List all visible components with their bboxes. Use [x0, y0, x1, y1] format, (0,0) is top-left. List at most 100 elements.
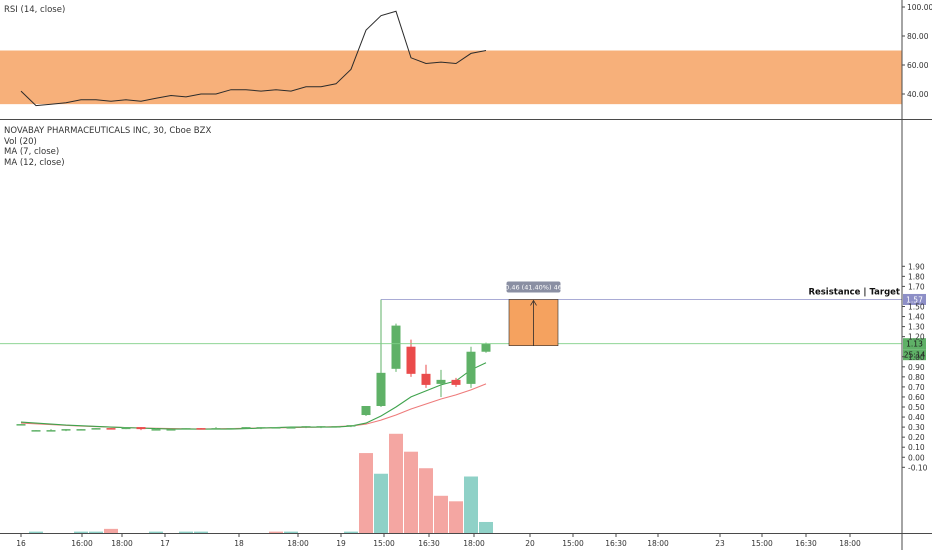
indicator-ma12: MA (12, close) — [4, 157, 65, 168]
volume-bar — [269, 531, 283, 533]
target-badge: 1.57 — [906, 295, 923, 304]
candle-body — [391, 325, 401, 369]
volume-bar — [104, 528, 118, 533]
volume-bar — [464, 476, 478, 533]
time-tick-label: 16:30 — [418, 539, 440, 548]
candle-body — [16, 424, 26, 426]
volume-bar — [374, 473, 388, 533]
volume-bar — [89, 531, 103, 533]
rsi-tick-label: 80.00 — [907, 32, 929, 41]
candle-body — [181, 428, 191, 430]
rsi-title: RSI (14, close) — [4, 5, 66, 15]
volume-bar — [404, 451, 418, 533]
candle-body — [436, 379, 446, 384]
candle-body — [211, 428, 221, 430]
price-tick-label: 0.40 — [908, 413, 925, 422]
time-tick-label: 18:00 — [463, 539, 485, 548]
time-tick-label: 15:00 — [562, 539, 584, 548]
price-badge-bg — [903, 338, 926, 350]
price-badge: 1.13 — [906, 340, 923, 349]
candle-body — [361, 405, 371, 416]
candle-body — [196, 428, 206, 430]
price-tick-label: 0.00 — [908, 453, 925, 462]
target-label: Resistance | Target — [808, 287, 900, 297]
price-tick-label: 0.20 — [908, 433, 925, 442]
candle-body — [301, 426, 311, 428]
time-tick-label: 16:30 — [795, 539, 817, 548]
price-tick-label: 0.90 — [908, 363, 925, 372]
rsi-tick-label: 100.00 — [907, 3, 932, 12]
price-legend: NOVABAY PHARMACEUTICALS INC, 30, Cboe BZ… — [4, 126, 211, 168]
candle-body — [121, 427, 131, 430]
price-tick-label: 0.80 — [908, 373, 925, 382]
rsi-band — [0, 50, 902, 105]
candle-body — [286, 427, 296, 429]
candle-body — [226, 428, 236, 430]
time-tick-label: 23 — [715, 539, 725, 548]
range-arrow-head — [530, 299, 537, 306]
price-tick-label: 0.50 — [908, 403, 925, 412]
symbol-title: NOVABAY PHARMACEUTICALS INC, 30, Cboe BZ… — [4, 126, 212, 136]
price-tick-label: 1.20 — [908, 333, 925, 342]
candle-body — [46, 430, 56, 432]
time-tick-label: 16 — [16, 539, 26, 548]
candle-body — [481, 343, 491, 352]
countdown-badge-bg — [903, 349, 926, 361]
price-tick-label: 1.50 — [908, 303, 925, 312]
rsi-legend: RSI (14, close) — [4, 5, 65, 16]
time-tick-label: 20 — [525, 539, 535, 548]
time-tick-label: 19 — [336, 539, 346, 548]
volume-bar — [434, 495, 448, 533]
time-tick-label: 18:00 — [111, 539, 133, 548]
candle-body — [346, 425, 356, 427]
price-tick-label: 1.70 — [908, 282, 925, 291]
volume-bar — [284, 531, 298, 533]
indicator-vol: Vol (20) — [4, 136, 37, 147]
price-tick-label: 0.30 — [908, 423, 925, 432]
candle-body — [421, 373, 431, 385]
countdown-badge: 25:14 — [904, 351, 926, 360]
price-tick-label: 0.70 — [908, 383, 925, 392]
price-tick-label: 1.80 — [908, 272, 925, 281]
price-tick-label: 1.40 — [908, 313, 925, 322]
time-tick-label: 18:00 — [647, 539, 669, 548]
volume-bar — [389, 433, 403, 533]
volume-bar — [344, 531, 358, 533]
volume-bar — [179, 531, 193, 533]
candle-body — [31, 430, 41, 432]
volume-bar — [29, 531, 43, 533]
candle-body — [106, 428, 116, 430]
candle-body — [316, 426, 326, 428]
volume-bar — [194, 531, 208, 533]
price-tick-label: 1.30 — [908, 323, 925, 332]
candle-body — [91, 428, 101, 430]
measure-label: 0.46 (41.40%) 46 — [505, 283, 562, 291]
candle-body — [166, 429, 176, 431]
price-tick-label: 1.00 — [908, 353, 925, 362]
candle-body — [241, 427, 251, 429]
volume-bar — [419, 468, 433, 533]
volume-bar — [74, 531, 88, 533]
candle-body — [136, 427, 146, 430]
time-tick-label: 15:00 — [373, 539, 395, 548]
price-tick-label: 1.90 — [908, 262, 925, 271]
candle-body — [256, 427, 266, 429]
price-tick-label: 0.60 — [908, 393, 925, 402]
time-tick-label: 18:00 — [839, 539, 861, 548]
candle-body — [61, 429, 71, 431]
time-tick-label: 15:00 — [751, 539, 773, 548]
target-badge-bg — [903, 293, 926, 305]
time-tick-label: 18 — [234, 539, 244, 548]
candle-body — [376, 372, 386, 406]
candle-body — [466, 351, 476, 384]
rsi-tick-label: 40.00 — [907, 90, 929, 99]
indicator-ma7: MA (7, close) — [4, 147, 60, 157]
ma12-line — [20, 383, 487, 430]
time-tick-label: 16:00 — [71, 539, 93, 548]
candle-body — [451, 379, 461, 385]
rsi-line — [20, 10, 487, 107]
ma7-line — [20, 362, 487, 430]
candle-body — [406, 346, 416, 374]
rsi-tick-label: 60.00 — [907, 61, 929, 70]
